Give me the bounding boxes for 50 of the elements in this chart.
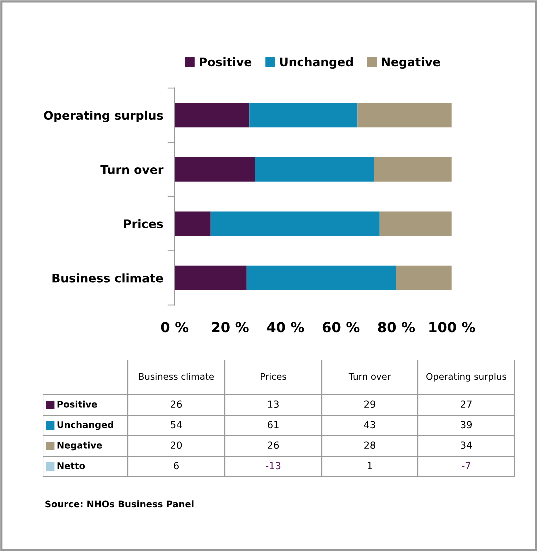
data-label: -13 — [266, 462, 281, 470]
data-label: 29 — [364, 400, 376, 408]
x-tick-label: 20 % — [212, 322, 249, 333]
y-tick-label: Operating surplus — [44, 110, 164, 122]
legend-label: Negative — [382, 58, 440, 70]
category-label: Turn over — [348, 373, 392, 380]
x-tick-label: 60 % — [322, 322, 360, 333]
legend-label: Netto — [58, 462, 86, 470]
x-tick-label: 100 % — [430, 322, 476, 333]
legend-label: Positive — [58, 400, 98, 408]
legend-label: Positive — [200, 58, 252, 67]
data-label: 27 — [461, 400, 472, 408]
category-label: Operating surplus — [426, 373, 506, 382]
legend-label: Unchanged — [58, 421, 114, 430]
bar — [255, 157, 374, 182]
bar — [250, 103, 358, 128]
x-tick-label: 80 % — [378, 322, 416, 333]
legend-label: Negative — [58, 442, 102, 451]
data-label: 26 — [268, 442, 280, 450]
data-label: 13 — [268, 400, 279, 408]
bar — [358, 103, 452, 128]
legend-label: Unchanged — [280, 58, 353, 70]
bar — [174, 103, 250, 128]
y-tick-label: Business climate — [52, 274, 164, 283]
data-label: 20 — [171, 442, 182, 450]
data-label: 28 — [364, 442, 376, 450]
x-tick-label: 40 % — [267, 322, 304, 333]
bar — [374, 157, 452, 182]
data-label: 39 — [461, 421, 472, 429]
bar — [174, 157, 256, 182]
bar — [246, 266, 397, 290]
data-label: 1 — [368, 462, 372, 470]
data-label: 6 — [174, 462, 179, 470]
y-tick-label: Prices — [124, 219, 164, 229]
category-label: Prices — [261, 373, 286, 380]
bar — [174, 266, 247, 290]
bar — [174, 212, 211, 236]
bar — [396, 266, 452, 290]
category-label: Business climate — [139, 373, 214, 380]
data-label: 34 — [461, 442, 472, 450]
data-label: -7 — [462, 462, 471, 470]
bar — [380, 212, 452, 236]
data-label: 43 — [364, 421, 376, 429]
y-tick-label: Turn over — [100, 166, 164, 174]
x-tick-label: 0 % — [161, 322, 189, 333]
data-label: 61 — [268, 421, 279, 429]
source-note: Source: NHOs Business Panel — [46, 500, 194, 508]
bar — [210, 212, 380, 236]
data-label: 54 — [171, 421, 182, 429]
data-label: 26 — [171, 400, 182, 408]
